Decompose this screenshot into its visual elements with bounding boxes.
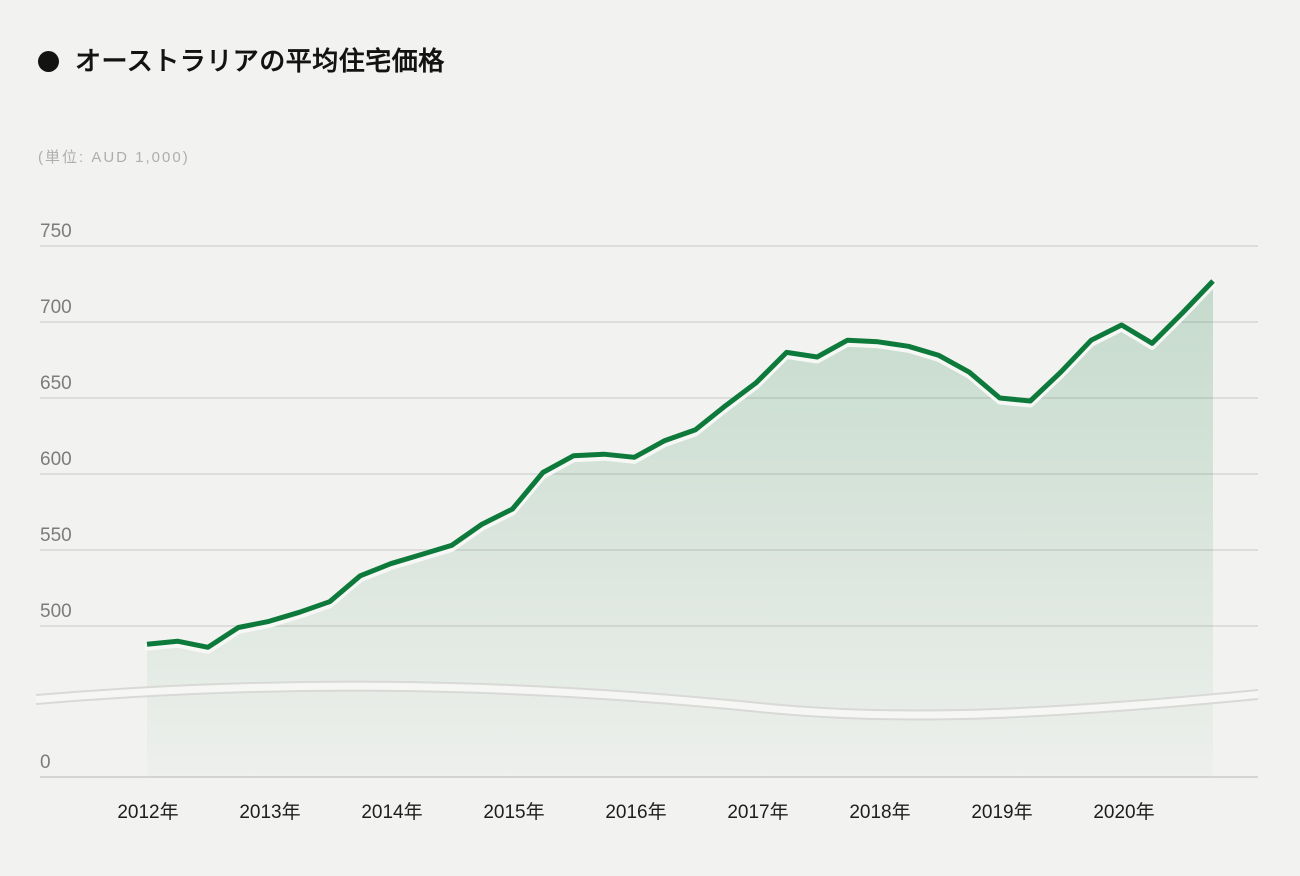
y-axis-tick-labels: 750 700 650 600 550 500 0	[40, 221, 72, 773]
unit-note: (単位: AUD 1,000)	[38, 149, 190, 166]
y-tick-label: 0	[40, 752, 51, 773]
x-tick-label: 2018年	[849, 801, 910, 823]
x-tick-label: 2015年	[483, 801, 544, 823]
area-fill	[147, 281, 1213, 777]
x-tick-label: 2012年	[117, 801, 178, 823]
y-tick-label: 750	[40, 221, 72, 242]
y-tick-label: 550	[40, 525, 72, 546]
y-tick-label: 700	[40, 297, 72, 318]
x-tick-label: 2013年	[239, 801, 300, 823]
chart-header: オーストラリアの平均住宅価格	[38, 47, 445, 76]
y-tick-label: 500	[40, 601, 72, 622]
y-tick-label: 650	[40, 373, 72, 394]
x-tick-label: 2017年	[727, 801, 788, 823]
axis-break-band	[36, 681, 1258, 720]
y-tick-label: 600	[40, 449, 72, 470]
x-axis-tick-labels: 2012年 2013年 2014年 2015年 2016年 2017年 2018年 2019年…	[117, 801, 1154, 823]
axis-break-upper-line	[35, 680, 1259, 712]
price-line	[146, 279, 1215, 650]
axis-break-lower-line	[35, 689, 1259, 721]
x-tick-label: 2016年	[605, 801, 666, 823]
filled-circle-icon	[38, 50, 59, 72]
page-title: オーストラリアの平均住宅価格	[75, 46, 445, 76]
x-tick-label: 2019年	[971, 801, 1032, 823]
axis-break-wave	[35, 680, 1259, 721]
x-tick-label: 2014年	[361, 801, 422, 823]
x-tick-label: 2020年	[1093, 801, 1154, 823]
